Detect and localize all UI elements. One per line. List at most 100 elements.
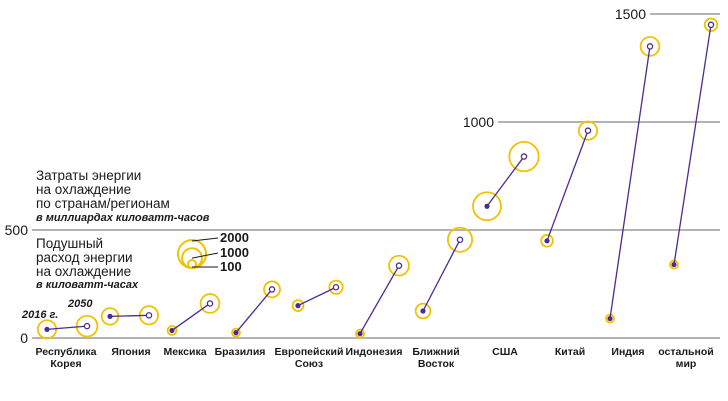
y-tick-label-0: 0 xyxy=(20,330,28,346)
year-label-2050: 2050 xyxy=(67,298,93,310)
ring-2016-7 xyxy=(414,302,432,320)
ring-2050-10 xyxy=(639,36,661,57)
series-4 xyxy=(231,280,281,338)
size-title-line-3: на охлаждение xyxy=(36,264,131,279)
connector-2 xyxy=(109,314,150,318)
category-label-4-1: Бразилия xyxy=(215,346,266,358)
category-label-7-2: Восток xyxy=(418,358,455,370)
chart-title-line-2: на охлаждение xyxy=(36,182,131,197)
series-1 xyxy=(36,314,99,340)
point-2050-3 xyxy=(206,300,214,307)
ring-2050-4 xyxy=(263,280,281,299)
connector-5 xyxy=(297,286,337,307)
ring-2050-8 xyxy=(508,140,540,173)
point-2050-11 xyxy=(707,21,715,29)
category-label-1-2: Корея xyxy=(50,358,81,370)
point-2050-4 xyxy=(268,286,276,293)
point-2016-1 xyxy=(44,326,50,332)
category-label-6-1: Индонезия xyxy=(346,346,403,358)
size-legend-label-2000: 2000 xyxy=(220,230,249,245)
point-2016-2 xyxy=(107,313,113,319)
connector-10 xyxy=(609,46,651,319)
category-label-5-1: Европейский xyxy=(275,346,344,358)
series-9 xyxy=(540,120,599,248)
category-label-10-1: Индия xyxy=(611,346,644,358)
connector-4 xyxy=(235,288,273,334)
ring-2016-3 xyxy=(166,325,178,336)
category-label-5-2: Союз xyxy=(295,358,323,370)
point-2016-4 xyxy=(233,330,239,336)
category-label-8-1: США xyxy=(492,346,518,358)
ring-2016-4 xyxy=(231,327,241,338)
point-2050-6 xyxy=(395,262,403,269)
series-6 xyxy=(355,254,410,339)
size-legend-label-1000: 1000 xyxy=(220,245,249,260)
point-2050-9 xyxy=(584,127,592,134)
size-legend-circle-100 xyxy=(187,259,197,269)
chart-subtitle: в миллиардах киловатт-часов xyxy=(36,212,210,224)
connector-8 xyxy=(486,156,525,207)
y-tick-label-1500: 1500 xyxy=(615,6,646,22)
point-2050-5 xyxy=(332,283,340,291)
ring-2050-5 xyxy=(328,279,344,295)
point-2016-9 xyxy=(544,238,550,244)
category-label-1-1: Республика xyxy=(36,346,97,358)
series-10 xyxy=(605,36,661,324)
ring-2050-6 xyxy=(388,254,410,277)
ring-2016-8 xyxy=(472,191,502,222)
point-2050-7 xyxy=(456,236,464,243)
size-subtitle: в киловатт-часах xyxy=(36,279,139,291)
point-2016-5 xyxy=(295,303,301,309)
y-tick-label-500: 500 xyxy=(5,222,29,238)
size-title-line-2: расход энергии xyxy=(36,250,133,265)
connector-1 xyxy=(46,325,88,331)
series-8 xyxy=(472,140,540,222)
series-11 xyxy=(669,17,719,270)
ring-2016-6 xyxy=(355,328,365,339)
category-label-11-2: мир xyxy=(676,358,697,370)
category-label-9-1: Китай xyxy=(555,346,585,358)
ring-2050-1 xyxy=(75,314,99,338)
connector-9 xyxy=(546,130,589,242)
ring-2050-3 xyxy=(199,293,221,314)
series-7 xyxy=(414,226,474,320)
ring-2050-9 xyxy=(577,120,599,141)
chart-title-line-3: по странам/регионам xyxy=(36,196,170,211)
year-label-2016: 2016 г. xyxy=(21,309,58,321)
point-2050-8 xyxy=(520,153,528,160)
y-tick-label-1000: 1000 xyxy=(463,114,494,130)
data-marks xyxy=(36,17,719,340)
series-2 xyxy=(100,305,160,326)
point-2016-3 xyxy=(169,327,175,334)
ring-2016-5 xyxy=(291,299,305,312)
point-2016-7 xyxy=(420,308,426,314)
point-2016-11 xyxy=(671,261,677,268)
point-2016-8 xyxy=(484,203,490,209)
connector-3 xyxy=(171,302,211,331)
point-2050-2 xyxy=(145,312,153,319)
connector-11 xyxy=(673,24,712,265)
category-label-7-1: Ближний xyxy=(412,346,459,358)
series-5 xyxy=(291,279,344,312)
size-legend-label-100: 100 xyxy=(220,259,242,274)
grid-lines xyxy=(32,13,720,339)
ring-2016-1 xyxy=(36,319,58,340)
connector-7 xyxy=(422,239,461,312)
ring-2050-11 xyxy=(703,17,719,32)
ring-2016-9 xyxy=(540,234,554,248)
point-2016-6 xyxy=(357,331,363,337)
chart-title-line-1: Затраты энергии xyxy=(36,168,141,183)
connector-6 xyxy=(359,265,400,335)
ring-2050-7 xyxy=(446,226,474,253)
size-title-line-1: Подушный xyxy=(36,236,103,251)
size-legend-leader-2000 xyxy=(191,237,219,242)
category-label-3-1: Мексика xyxy=(163,346,206,358)
chart-annotations: Затраты энергии на охлаждение по странам… xyxy=(36,168,210,291)
y-axis-ticks: 0 500 1000 1500 xyxy=(5,6,647,346)
category-label-2-1: Япония xyxy=(111,346,150,358)
point-2050-10 xyxy=(646,43,654,50)
series-3 xyxy=(166,293,221,336)
